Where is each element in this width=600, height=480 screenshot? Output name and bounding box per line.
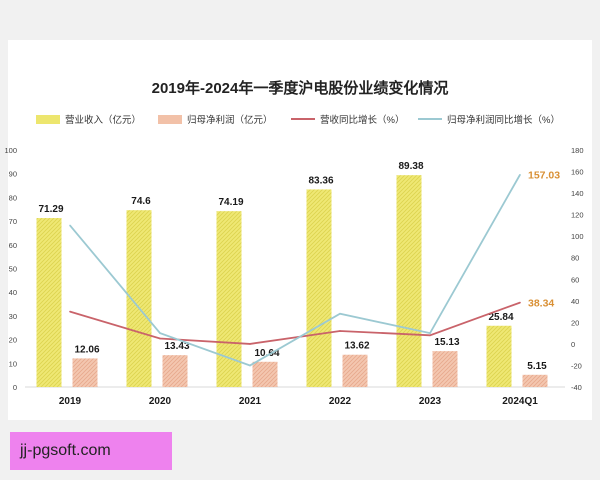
- y-right-tick-10: 160: [571, 168, 584, 177]
- bar-label-1-5: 5.15: [527, 361, 547, 372]
- line-point-1-0: [69, 224, 71, 227]
- y-right-tick-11: 180: [571, 146, 584, 155]
- y-right-tick-3: 20: [571, 318, 579, 327]
- series-line-1: [69, 174, 521, 367]
- y-left-tick-8: 80: [9, 193, 17, 202]
- line-point-1-5: [519, 173, 521, 176]
- line-point-0-4: [429, 334, 431, 337]
- legend-label-2: 营收同比增长（%）: [320, 115, 405, 126]
- y-left-tick-2: 20: [9, 336, 17, 345]
- bar-label-1-0: 12.06: [74, 344, 99, 355]
- bar-label-0-3: 83.36: [308, 175, 333, 186]
- y-right-tick-1: -20: [571, 361, 582, 370]
- bar-1-5: [522, 374, 548, 387]
- legend-label-1: 归母净利润（亿元）: [187, 115, 273, 126]
- legend-swatch-3: [418, 118, 442, 120]
- y-left-tick-5: 50: [9, 265, 17, 274]
- watermark: jj-pgsoft.com: [10, 432, 172, 470]
- bar-1-0: [72, 358, 98, 387]
- y-left-tick-4: 40: [9, 288, 17, 297]
- bar-1-3: [342, 354, 368, 387]
- bar-label-1-2: 10.64: [254, 348, 279, 359]
- bar-1-4: [432, 351, 458, 387]
- line-point-1-2: [249, 364, 251, 367]
- bar-label-1-3: 13.62: [344, 341, 369, 352]
- y-left-tick-9: 90: [9, 170, 17, 179]
- line-point-0-3: [339, 330, 341, 332]
- y-right-tick-8: 120: [571, 211, 584, 220]
- legend-swatch-2: [291, 118, 315, 120]
- y-right-tick-9: 140: [571, 189, 584, 198]
- chart-title: 2019年-2024年一季度沪电股份业绩变化情况: [151, 80, 449, 97]
- bar-0-0: [36, 218, 62, 387]
- legend-label-3: 归母净利润同比增长（%）: [447, 115, 560, 126]
- y-right-tick-5: 60: [571, 275, 579, 284]
- legend-item-2: 营收同比增长（%）: [291, 112, 404, 126]
- chart-legend: 营业收入（亿元） 归母净利润（亿元） 营收同比增长（%） 归母净利润同比增长（%）: [8, 112, 592, 126]
- legend-item-0: 营业收入（亿元）: [36, 112, 141, 126]
- x-tick-1: 2020: [149, 396, 172, 407]
- line-point-0-2: [249, 343, 251, 345]
- x-tick-2: 2021: [239, 396, 262, 407]
- line-label-1-5: 157.03: [528, 170, 560, 182]
- legend-swatch-1: [158, 114, 182, 124]
- x-tick-5: 2024Q1: [502, 396, 538, 407]
- bar-1-1: [162, 355, 188, 387]
- bar-label-0-2: 74.19: [218, 197, 243, 208]
- line-point-1-3: [339, 312, 341, 315]
- y-right-tick-6: 80: [571, 254, 579, 263]
- bar-label-0-4: 89.38: [398, 161, 423, 172]
- legend-item-1: 归母净利润（亿元）: [158, 112, 273, 126]
- x-tick-3: 2022: [329, 396, 352, 407]
- bar-1-2: [252, 361, 278, 387]
- y-right-tick-4: 40: [571, 297, 579, 306]
- legend-swatch-0: [36, 114, 60, 124]
- x-tick-0: 2019: [59, 396, 82, 407]
- bar-label-0-1: 74.6: [131, 196, 151, 207]
- y-right-tick-7: 100: [571, 232, 584, 241]
- line-point-1-4: [429, 332, 431, 334]
- y-left-tick-7: 70: [9, 217, 17, 226]
- bar-0-3: [306, 189, 332, 387]
- line-point-0-5: [519, 301, 521, 304]
- bar-label-0-0: 71.29: [38, 204, 63, 215]
- y-left-tick-0: 0: [13, 383, 17, 392]
- y-left-tick-6: 60: [9, 241, 17, 250]
- y-left-tick-3: 30: [9, 312, 17, 321]
- bar-0-4: [396, 175, 422, 387]
- legend-label-0: 营业收入（亿元）: [65, 115, 142, 126]
- series-line-0: [69, 301, 521, 345]
- line-point-0-0: [69, 310, 71, 313]
- y-right-tick-0: -40: [571, 383, 582, 392]
- bar-label-0-5: 25.84: [488, 312, 513, 323]
- y-left-tick-1: 10: [9, 359, 17, 368]
- line-point-0-1: [159, 337, 161, 340]
- line-point-1-1: [159, 332, 161, 334]
- x-tick-4: 2023: [419, 396, 442, 407]
- line-label-0-5: 38.34: [528, 298, 554, 310]
- y-right-tick-2: 0: [571, 340, 575, 349]
- legend-item-3: 归母净利润同比增长（%）: [418, 112, 560, 126]
- bar-label-1-1: 13.43: [164, 341, 189, 352]
- y-left-tick-10: 100: [4, 146, 17, 155]
- bar-0-5: [486, 325, 512, 387]
- bar-label-1-4: 15.13: [434, 337, 459, 348]
